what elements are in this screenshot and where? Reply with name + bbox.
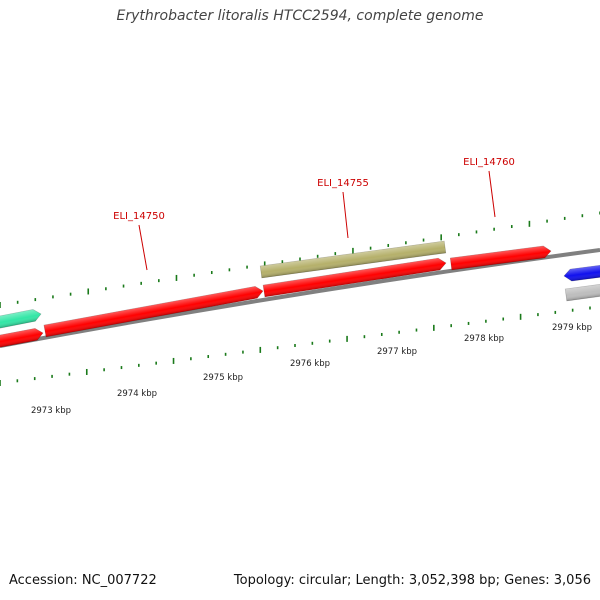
gene-arrow-blue-shading	[564, 264, 600, 282]
gene-arrow-green-shading	[0, 309, 41, 330]
scale-label: 2974 kbp	[117, 389, 157, 399]
feature-track	[0, 240, 600, 350]
gene-arrow-red[interactable]	[0, 327, 44, 350]
gene-arrow-eli-14760[interactable]	[449, 245, 552, 271]
accession-text: Accession: NC_007722	[9, 573, 157, 588]
gene-bar-grey-shading	[565, 283, 600, 301]
genome-summary-text: Topology: circular; Length: 3,052,398 bp…	[233, 573, 591, 588]
gene-arrow-green[interactable]	[0, 308, 42, 331]
gene-label-leader	[488, 170, 496, 218]
scale-label: 2978 kbp	[464, 334, 504, 344]
scale-label: 2973 kbp	[31, 406, 71, 416]
gene-bar-grey[interactable]	[564, 282, 600, 302]
scale-label: 2979 kbp	[552, 323, 592, 333]
gene-arrow-eli-14755[interactable]	[262, 257, 447, 298]
scale-label: 2976 kbp	[290, 359, 330, 369]
tick-marks	[0, 211, 600, 386]
gene-arrow-eli-14750-shading	[43, 286, 263, 337]
label-layer: ELI_14750 ELI_14755 ELI_14760 2973 kbp 2974 …	[31, 157, 592, 416]
gene-label[interactable]: ELI_14750	[113, 211, 165, 222]
gene-arrow-blue[interactable]	[563, 263, 600, 282]
gene-label-leader	[342, 191, 349, 239]
map-title: Erythrobacter litoralis HTCC2594, comple…	[116, 8, 484, 24]
gene-arrow-eli-14760-shading	[450, 245, 552, 270]
gene-bar-olive[interactable]	[259, 240, 447, 279]
gene-label[interactable]: ELI_14760	[463, 157, 515, 168]
gene-arrow-eli-14750[interactable]	[43, 285, 264, 338]
gene-label[interactable]: ELI_14755	[317, 178, 369, 189]
scale-label: 2977 kbp	[377, 347, 417, 357]
gene-arrow-eli-14755-shading	[263, 258, 447, 297]
scale-label: 2975 kbp	[203, 373, 243, 383]
gene-label-leader	[138, 224, 148, 271]
gene-bar-olive-shading	[260, 241, 446, 278]
gene-arrow-red-shading	[0, 328, 44, 349]
